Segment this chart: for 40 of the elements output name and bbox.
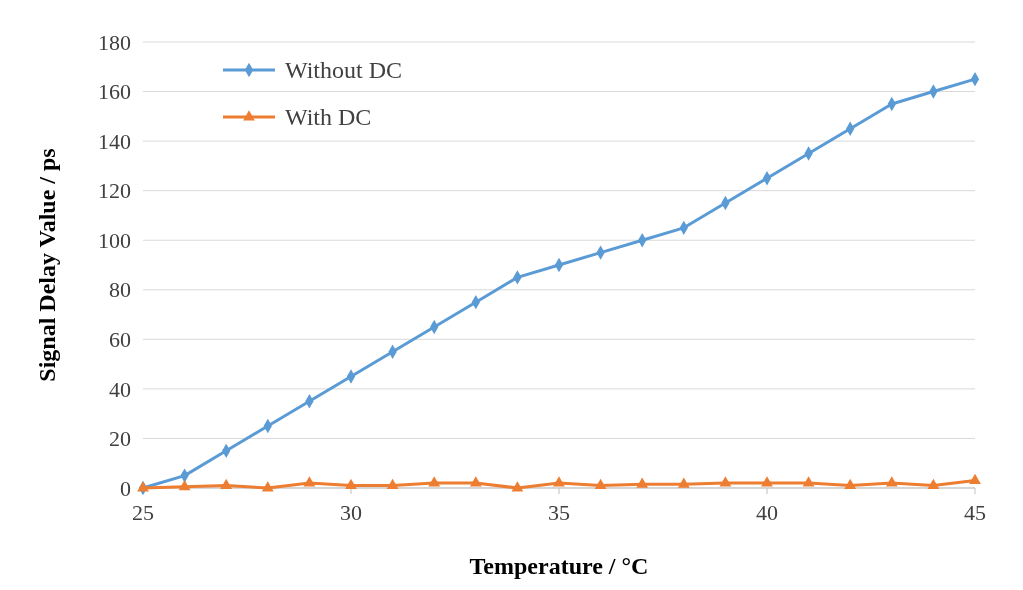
y-tick-label: 0 <box>120 475 131 501</box>
point <box>428 476 441 487</box>
point <box>553 476 565 487</box>
x-tick-label: 40 <box>756 500 778 525</box>
x-tick-label: 35 <box>548 500 570 525</box>
y-tick-label: 60 <box>109 327 131 353</box>
point <box>261 481 274 492</box>
point <box>761 476 773 487</box>
y-tick-label: 180 <box>98 29 131 55</box>
x-tick-label: 25 <box>132 500 154 525</box>
x-tick-label: 30 <box>340 500 362 525</box>
x-axis-title: Temperature / °C <box>469 553 649 579</box>
point <box>802 476 815 487</box>
point <box>885 476 898 487</box>
point <box>469 476 482 487</box>
point <box>636 477 649 488</box>
point <box>677 477 690 488</box>
y-tick-label: 40 <box>109 376 131 402</box>
x-tick-label: 45 <box>964 500 986 525</box>
point <box>178 479 191 491</box>
point <box>969 473 981 484</box>
y-tick-label: 80 <box>109 277 131 303</box>
point <box>345 478 357 489</box>
point <box>511 481 524 492</box>
y-tick-label: 120 <box>98 178 131 204</box>
y-tick-label: 20 <box>109 426 131 452</box>
point <box>386 478 399 489</box>
point <box>137 481 149 492</box>
y-tick-label: 140 <box>98 128 131 154</box>
point <box>303 476 316 487</box>
y-tick-label: 100 <box>98 227 131 253</box>
point <box>220 478 233 489</box>
y-axis-title: Signal Delay Value / ps <box>34 148 60 382</box>
point <box>927 478 940 489</box>
legend-label: With DC <box>285 104 372 131</box>
point <box>594 478 607 489</box>
point <box>719 476 732 487</box>
point <box>844 478 857 489</box>
y-tick-label: 160 <box>98 79 131 105</box>
legend-label: Without DC <box>285 57 403 84</box>
